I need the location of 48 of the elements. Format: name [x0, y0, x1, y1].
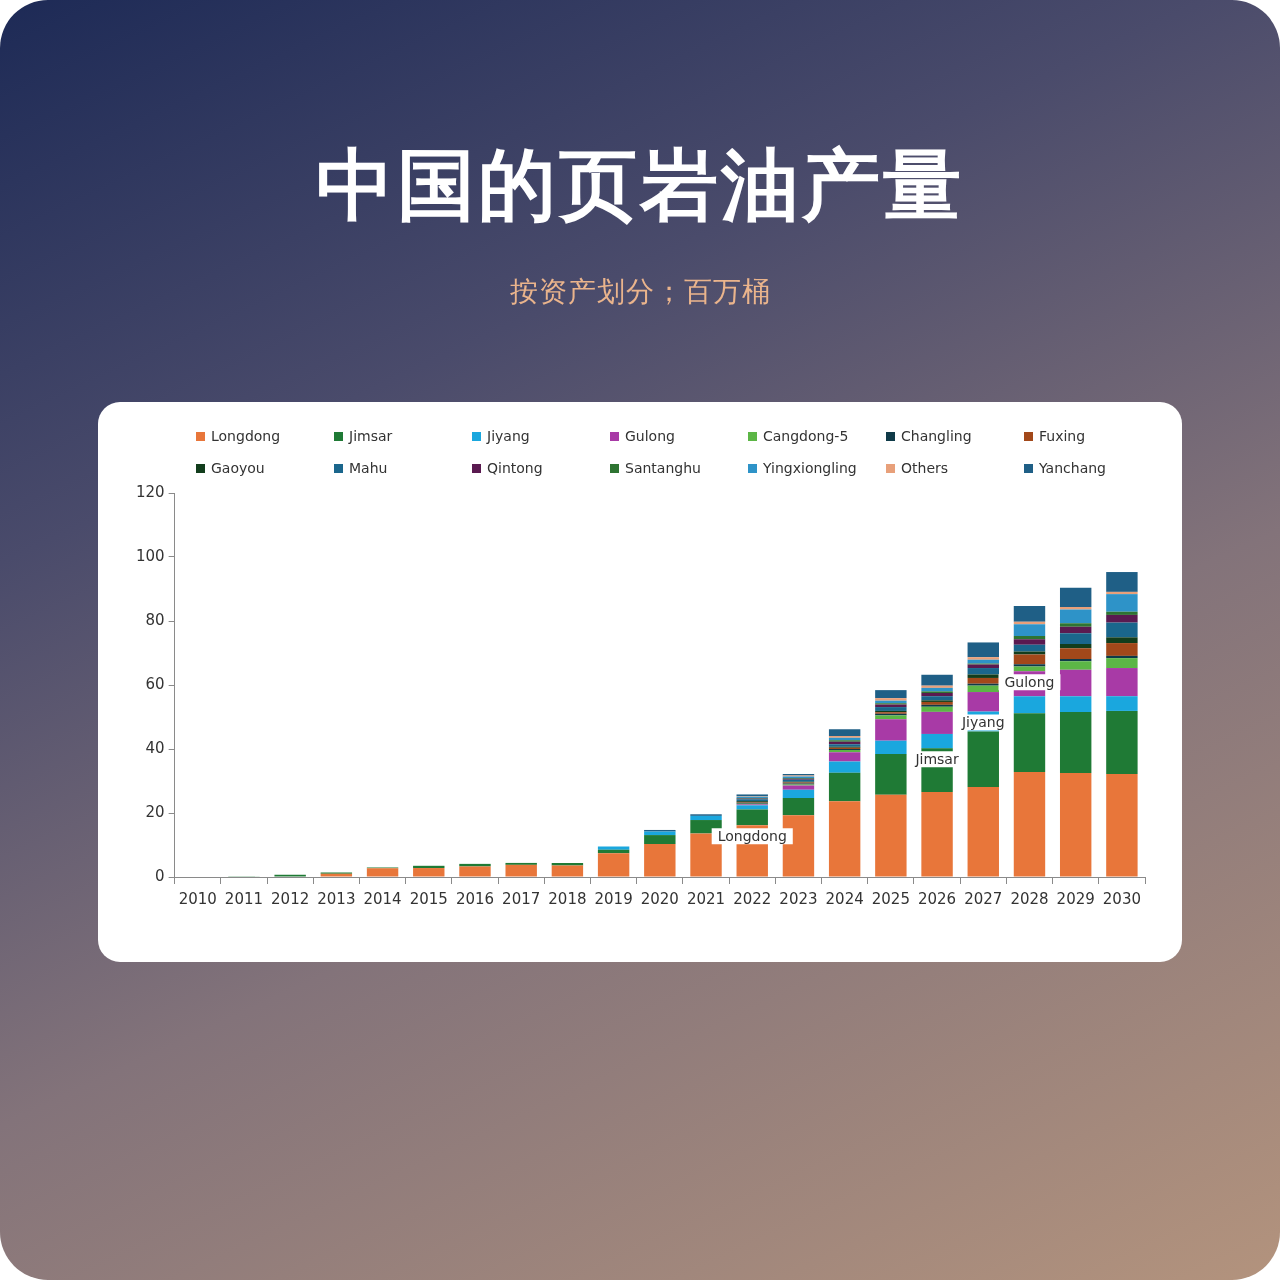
- legend-label: Jimsar: [349, 428, 393, 444]
- legend-label: Mahu: [349, 460, 388, 476]
- x-tick-label: 2020: [640, 889, 679, 908]
- legend-label: Changling: [901, 428, 972, 444]
- legend-label: Gaoyou: [211, 460, 265, 476]
- legend-label: Santanghu: [625, 460, 701, 476]
- x-tick-label: 2028: [1010, 889, 1049, 908]
- legend-label: Gulong: [625, 428, 675, 444]
- legend-label: Yingxiongling: [763, 460, 857, 476]
- x-tick-label: 2022: [733, 889, 772, 908]
- x-tick-label: 2014: [363, 889, 402, 908]
- x-tick-label: 2024: [825, 889, 864, 908]
- x-tick-label: 2026: [917, 889, 957, 908]
- annotation: Longdong: [717, 827, 787, 844]
- x-tick-label: 2029: [1056, 889, 1095, 908]
- x-tick-label: 2011: [224, 889, 264, 908]
- legend-label: Fuxing: [1039, 428, 1086, 444]
- legend-label: Yanchang: [1039, 460, 1106, 476]
- x-tick-label: 2015: [409, 889, 448, 908]
- x-tick-label: 2025: [871, 889, 910, 908]
- y-tick-label: 40: [145, 738, 165, 757]
- legend-label: Longdong: [211, 428, 281, 444]
- legend-label: Others: [901, 460, 949, 476]
- x-tick-label: 2018: [548, 889, 587, 908]
- x-tick-label: 2030: [1102, 889, 1141, 908]
- x-tick-label: 2013: [317, 889, 356, 908]
- y-tick-label: 0: [155, 866, 165, 885]
- y-tick-label: 100: [135, 546, 165, 565]
- x-tick-label: 2012: [271, 889, 310, 908]
- x-tick-label: 2021: [686, 889, 726, 908]
- legend-label: Cangdong-5: [763, 428, 849, 444]
- x-tick-label: 2010: [178, 889, 217, 908]
- chart-title: 中国的页岩油产量: [315, 139, 965, 232]
- annotation: Gulong: [1004, 673, 1055, 690]
- x-tick-label: 2023: [779, 889, 818, 908]
- y-tick-label: 120: [135, 482, 165, 501]
- annotation: Jiyang: [960, 714, 1005, 731]
- chart-subtitle: 按资产划分；百万桶: [508, 274, 772, 310]
- annotation: Jimsar: [914, 751, 959, 767]
- y-tick-label: 60: [145, 674, 165, 693]
- x-tick-label: 2027: [964, 889, 1003, 908]
- legend-label: Qintong: [487, 460, 543, 476]
- x-tick-label: 2016: [455, 889, 495, 908]
- x-tick-label: 2019: [594, 889, 633, 908]
- x-tick-label: 2017: [502, 889, 541, 908]
- legend-label: Jiyang: [487, 428, 530, 444]
- y-tick-label: 80: [145, 610, 165, 629]
- y-tick-label: 20: [145, 802, 165, 821]
